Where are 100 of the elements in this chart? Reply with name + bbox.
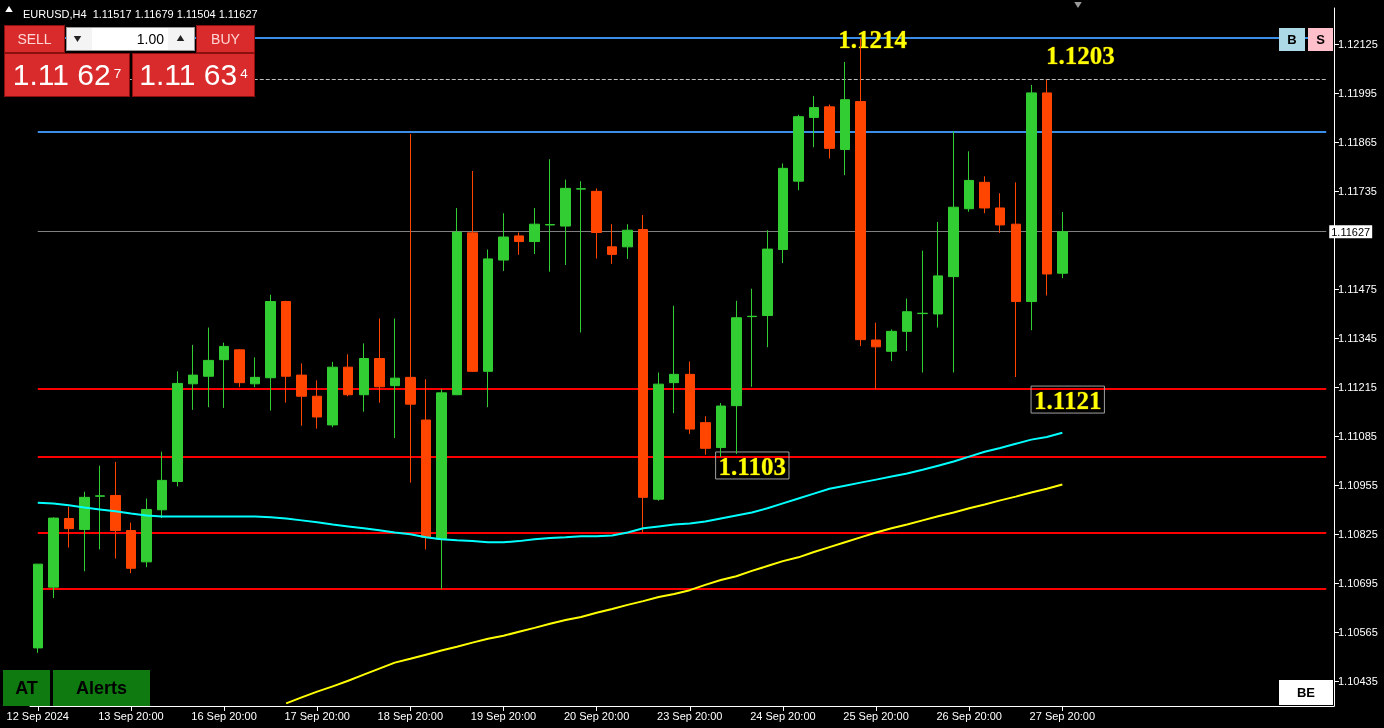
candlestick — [716, 402, 726, 458]
ref-line-label: 1.11627 — [1331, 225, 1371, 238]
x-tick-label: 26 Sep 20:00 — [936, 709, 1002, 722]
candlestick — [653, 371, 664, 502]
annotation: BE — [1279, 680, 1333, 705]
candlestick — [405, 133, 416, 484]
candlestick — [545, 158, 555, 273]
y-tick-label: 1.10955 — [1338, 479, 1378, 492]
candlestick — [591, 187, 602, 260]
candlestick — [219, 342, 229, 409]
x-tick-label: 13 Sep 20:00 — [98, 709, 164, 722]
annotation: Alerts — [53, 670, 150, 706]
candlestick — [576, 180, 586, 333]
x-tick-label: 12 Sep 2024 — [6, 709, 69, 722]
annotation: 1.11 63$^{4}$ — [132, 53, 255, 97]
y-tick-label: 1.10695 — [1338, 577, 1378, 590]
candlestick — [747, 288, 757, 388]
candlestick — [250, 356, 260, 388]
annotation: 1.11 62$^{7}$ — [4, 53, 130, 97]
candlestick — [622, 223, 633, 260]
candlestick — [467, 170, 478, 373]
candlestick — [188, 344, 198, 411]
y-tick-label: 1.11085 — [1338, 430, 1377, 443]
candlestick — [374, 318, 385, 404]
annotation: S — [1308, 28, 1333, 51]
candlestick — [390, 318, 400, 439]
candlestick — [979, 175, 990, 214]
x-tick-label: 18 Sep 20:00 — [377, 709, 444, 722]
candlestick — [948, 130, 959, 373]
annotation: AT — [3, 670, 50, 706]
candlestick — [886, 328, 897, 362]
candlestick — [327, 361, 338, 428]
candlestick — [265, 294, 276, 412]
candlestick — [359, 342, 369, 413]
candlestick — [48, 516, 59, 599]
candlestick — [902, 298, 912, 352]
line-series — [285, 483, 1064, 705]
candlestick — [964, 150, 974, 213]
candlestick — [172, 370, 183, 487]
x-tick-label: 19 Sep 20:00 — [470, 709, 537, 722]
x-tick-label: 25 Sep 20:00 — [843, 709, 909, 722]
candlestick — [669, 305, 679, 414]
annotation: BUY — [196, 25, 255, 53]
candlestick — [778, 162, 788, 264]
candlestick — [731, 300, 742, 455]
x-tick-label: 20 Sep 20:00 — [563, 709, 630, 722]
candlestick — [700, 415, 711, 456]
candlestick — [638, 214, 648, 533]
chart-title: EURUSD,H4 1.11517 1.11679 1.11504 1.11627 — [23, 7, 258, 20]
candlestick — [685, 361, 695, 435]
candlestick — [79, 491, 90, 572]
annotation: B — [1279, 28, 1305, 51]
candlestick — [234, 348, 245, 388]
candlestick — [514, 231, 524, 256]
candlestick — [793, 114, 804, 191]
candlestick — [483, 248, 493, 408]
candlestick — [157, 451, 167, 519]
y-tick-label: 1.11865 — [1338, 135, 1377, 148]
candlestick — [809, 95, 819, 148]
candlestick — [607, 223, 617, 265]
y-tick-label: 1.10435 — [1338, 675, 1378, 688]
x-tick-label: 27 Sep 20:00 — [1029, 709, 1096, 722]
candlestick — [64, 506, 74, 549]
candlestick — [917, 250, 928, 373]
ref-line-label: 1.1121 — [1034, 387, 1102, 415]
y-tick-label: 1.10825 — [1338, 528, 1378, 541]
candlestick — [871, 322, 881, 390]
candlestick — [421, 378, 431, 550]
candlestick — [762, 229, 773, 348]
candlestick — [529, 207, 540, 255]
y-tick-label: 1.11345 — [1338, 332, 1377, 345]
annotation: SELL — [4, 25, 65, 53]
candlestick — [95, 465, 105, 550]
x-tick-label: 17 Sep 20:00 — [284, 709, 350, 722]
candlestick — [1026, 84, 1037, 331]
candlestick — [203, 327, 214, 408]
candlestick — [312, 379, 322, 430]
y-tick-label: 1.11735 — [1338, 184, 1377, 197]
candlestick — [1057, 211, 1068, 279]
y-tick-label: 1.11995 — [1338, 86, 1377, 99]
candlestick — [824, 104, 835, 160]
ref-line-label: 1.1103 — [718, 452, 786, 480]
candlestick — [281, 300, 291, 404]
candlestick — [452, 207, 462, 396]
candlestick — [498, 212, 509, 272]
x-tick-label: 16 Sep 20:00 — [191, 709, 257, 722]
ref-line-label: 1.1203 — [1046, 41, 1115, 69]
y-tick-label: 1.11475 — [1338, 283, 1377, 296]
candlestick — [126, 522, 136, 574]
candlestick — [560, 179, 571, 266]
y-tick-label: 1.12125 — [1338, 37, 1378, 50]
candlestick — [1042, 79, 1052, 296]
candlestick — [1011, 181, 1021, 378]
y-tick-label: 1.10565 — [1338, 626, 1378, 639]
candlestick — [436, 388, 447, 590]
candlestick — [840, 61, 850, 176]
candlestick — [933, 221, 943, 329]
candlestick — [296, 362, 307, 427]
x-tick-label: 24 Sep 20:00 — [750, 709, 816, 722]
text-field: 1.00 — [92, 28, 168, 50]
